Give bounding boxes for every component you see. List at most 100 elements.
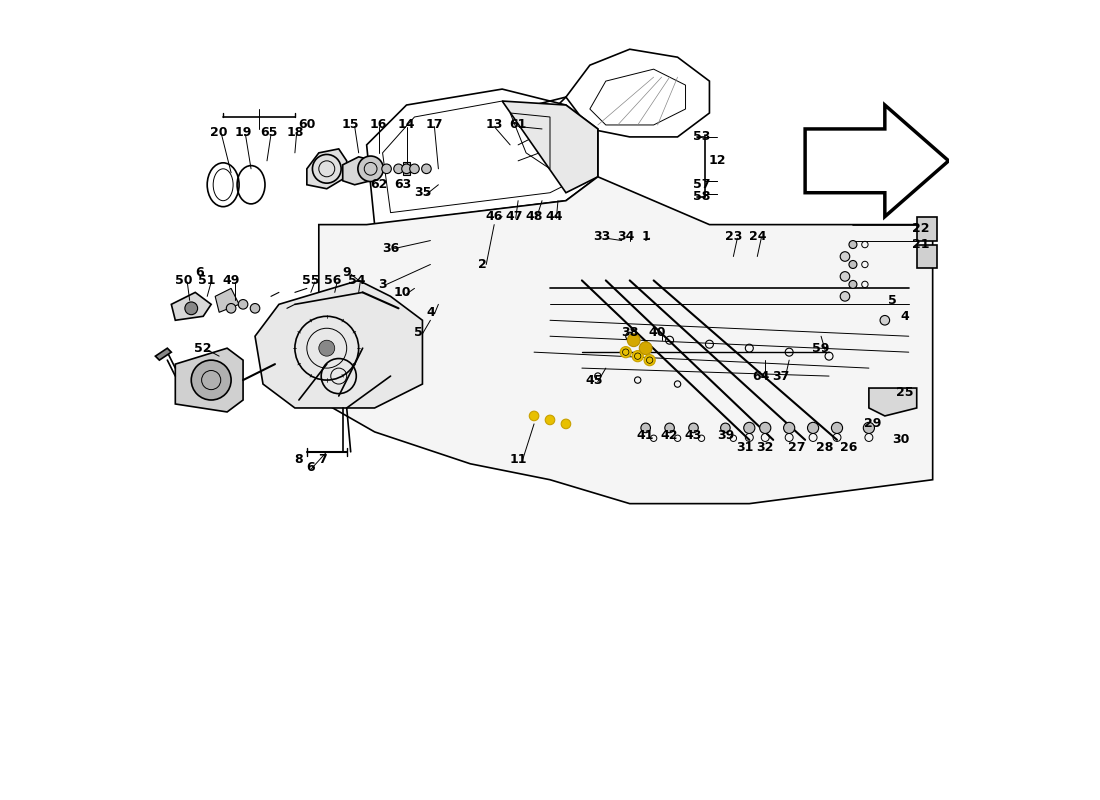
- Text: 16: 16: [370, 118, 387, 131]
- Text: 33: 33: [593, 230, 611, 243]
- Circle shape: [227, 303, 235, 313]
- Polygon shape: [404, 162, 410, 175]
- Text: 27: 27: [789, 442, 806, 454]
- Circle shape: [358, 156, 384, 182]
- Text: 44: 44: [546, 210, 563, 223]
- Polygon shape: [916, 245, 937, 269]
- Text: 39: 39: [717, 430, 734, 442]
- Text: 41: 41: [637, 430, 654, 442]
- Text: 55: 55: [302, 274, 320, 287]
- Text: 6: 6: [307, 462, 315, 474]
- Circle shape: [402, 164, 411, 174]
- Text: a passion: a passion: [547, 388, 666, 412]
- Text: 53: 53: [693, 130, 711, 143]
- Polygon shape: [319, 177, 933, 504]
- Text: 57: 57: [693, 178, 711, 191]
- Circle shape: [421, 164, 431, 174]
- Text: 1: 1: [641, 230, 650, 243]
- Circle shape: [620, 346, 631, 358]
- Circle shape: [645, 354, 656, 366]
- Circle shape: [561, 419, 571, 429]
- Polygon shape: [869, 388, 916, 416]
- Text: 43: 43: [685, 430, 702, 442]
- Text: 36: 36: [382, 242, 399, 255]
- Text: 4: 4: [426, 306, 434, 319]
- Circle shape: [394, 164, 404, 174]
- Text: 12: 12: [708, 154, 726, 167]
- Circle shape: [641, 423, 650, 433]
- Text: 59: 59: [813, 342, 829, 354]
- Text: 4: 4: [901, 310, 909, 322]
- Text: 19: 19: [234, 126, 252, 139]
- Text: 5: 5: [889, 294, 898, 307]
- Polygon shape: [805, 105, 948, 217]
- Text: 11: 11: [509, 454, 527, 466]
- Text: 8: 8: [295, 454, 304, 466]
- Polygon shape: [503, 101, 597, 193]
- Text: 64: 64: [752, 370, 770, 382]
- Circle shape: [840, 252, 850, 262]
- Text: 42: 42: [661, 430, 679, 442]
- Text: 23: 23: [725, 230, 742, 243]
- Circle shape: [720, 423, 730, 433]
- Text: 60: 60: [298, 118, 316, 131]
- Polygon shape: [255, 281, 422, 408]
- Text: 47: 47: [505, 210, 522, 223]
- Circle shape: [382, 164, 392, 174]
- Text: 45: 45: [585, 374, 603, 386]
- Text: 40: 40: [649, 326, 667, 338]
- Polygon shape: [216, 288, 239, 312]
- Text: 54: 54: [348, 274, 365, 287]
- Text: since 1985: since 1985: [562, 458, 729, 486]
- Circle shape: [849, 241, 857, 249]
- Text: 58: 58: [693, 190, 711, 203]
- Circle shape: [880, 315, 890, 325]
- Text: 48: 48: [526, 210, 542, 223]
- Circle shape: [639, 342, 652, 354]
- Circle shape: [840, 291, 850, 301]
- Text: 2: 2: [477, 258, 486, 271]
- Circle shape: [689, 423, 698, 433]
- Text: EPS: EPS: [513, 300, 779, 421]
- Circle shape: [632, 350, 644, 362]
- Text: 15: 15: [342, 118, 360, 131]
- Circle shape: [744, 422, 755, 434]
- Circle shape: [529, 411, 539, 421]
- Text: 52: 52: [195, 342, 212, 354]
- Text: 25: 25: [896, 386, 913, 398]
- Text: 6: 6: [195, 266, 204, 279]
- Text: 20: 20: [210, 126, 228, 139]
- Text: 5: 5: [414, 326, 422, 338]
- Circle shape: [840, 272, 850, 282]
- Polygon shape: [307, 149, 346, 189]
- Text: 34: 34: [617, 230, 635, 243]
- Circle shape: [849, 281, 857, 288]
- Text: 21: 21: [912, 238, 930, 251]
- Text: 63: 63: [394, 178, 411, 191]
- Text: 49: 49: [222, 274, 240, 287]
- Circle shape: [807, 422, 818, 434]
- Circle shape: [319, 340, 334, 356]
- Text: 18: 18: [286, 126, 304, 139]
- Polygon shape: [155, 348, 172, 360]
- Circle shape: [664, 423, 674, 433]
- Text: 3: 3: [378, 278, 387, 291]
- Polygon shape: [175, 348, 243, 412]
- Circle shape: [832, 422, 843, 434]
- Text: 62: 62: [370, 178, 387, 191]
- Circle shape: [849, 261, 857, 269]
- Circle shape: [783, 422, 794, 434]
- Text: 7: 7: [318, 454, 327, 466]
- Text: 35: 35: [414, 186, 431, 199]
- Text: 9: 9: [342, 266, 351, 279]
- Text: 30: 30: [892, 434, 910, 446]
- Text: 65: 65: [261, 126, 278, 139]
- Text: 10: 10: [394, 286, 411, 299]
- Text: 28: 28: [816, 442, 834, 454]
- Circle shape: [239, 299, 248, 309]
- Text: 26: 26: [840, 442, 858, 454]
- Circle shape: [760, 422, 771, 434]
- Circle shape: [250, 303, 260, 313]
- Circle shape: [185, 302, 198, 314]
- Polygon shape: [916, 217, 937, 241]
